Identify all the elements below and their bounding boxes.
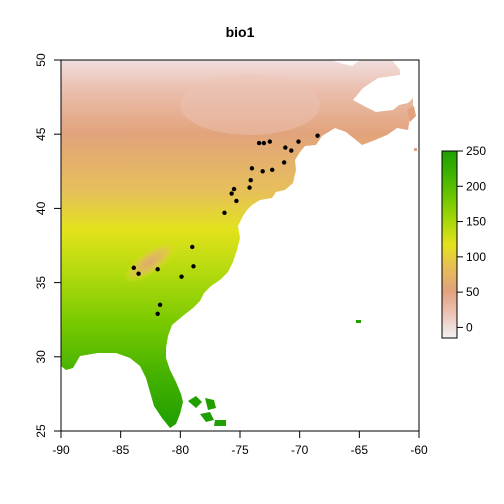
- data-point: [261, 140, 267, 146]
- x-tick-label: -60: [410, 443, 428, 457]
- x-tick-label: -70: [291, 443, 309, 457]
- colorbar-tick-label: 250: [466, 144, 486, 158]
- data-point: [191, 264, 196, 269]
- x-tick-label: -65: [351, 443, 369, 457]
- island-east: [414, 148, 417, 151]
- colorbar: 0 50 100 150 200 250: [441, 144, 486, 339]
- data-point: [157, 302, 163, 308]
- data-point: [283, 145, 288, 150]
- data-point: [234, 198, 239, 204]
- y-tick-label: 35: [34, 276, 48, 290]
- colorbar-tick-label: 0: [466, 320, 473, 334]
- data-point: [155, 311, 160, 316]
- data-point: [315, 133, 320, 138]
- island-bermuda: [356, 320, 361, 323]
- x-tick-label: -80: [172, 443, 190, 457]
- data-point: [231, 186, 237, 192]
- x-tick-label: -85: [112, 443, 130, 457]
- colorbar-tick-label: 100: [466, 250, 486, 264]
- northern-highlands: [180, 75, 320, 135]
- y-tick-label: 40: [34, 201, 48, 215]
- colorbar-tick-label: 150: [466, 215, 486, 229]
- islands-bahamas: [188, 396, 226, 426]
- y-axis: 25 30 35 40 45 50: [34, 53, 62, 438]
- y-tick-label: 50: [34, 53, 48, 67]
- data-point: [136, 271, 141, 276]
- data-point: [155, 267, 160, 272]
- data-point: [179, 274, 184, 279]
- data-point: [267, 139, 273, 144]
- data-point: [270, 167, 275, 173]
- colorbar-tick-label: 200: [466, 179, 486, 193]
- data-point: [281, 160, 287, 165]
- raster-map: [61, 60, 417, 428]
- x-axis: -90 -85 -80 -75 -70 -65 -60: [52, 430, 428, 457]
- data-point: [247, 185, 252, 190]
- x-tick-label: -75: [231, 443, 249, 457]
- data-point: [249, 166, 255, 171]
- y-tick-label: 30: [34, 350, 48, 364]
- colorbar-tick-label: 50: [466, 285, 480, 299]
- land-area: [61, 60, 413, 428]
- data-point: [260, 169, 265, 174]
- data-point: [296, 139, 301, 144]
- observation-points: [131, 133, 320, 316]
- data-point: [289, 148, 294, 153]
- data-point: [256, 140, 262, 146]
- data-point: [190, 244, 195, 250]
- y-tick-label: 25: [34, 424, 48, 438]
- data-point: [131, 265, 136, 270]
- y-tick-label: 45: [34, 127, 48, 141]
- x-tick-label: -90: [52, 443, 70, 457]
- data-point: [222, 210, 227, 216]
- colorbar-ticks: 0 50 100 150 200 250: [457, 144, 486, 334]
- island-nova-scotia: [407, 106, 416, 122]
- appalachian-highlands: [122, 241, 178, 283]
- chart-title: bio1: [226, 24, 255, 40]
- data-point: [229, 191, 234, 196]
- colorbar-ramp: [441, 150, 458, 339]
- data-point: [248, 178, 253, 183]
